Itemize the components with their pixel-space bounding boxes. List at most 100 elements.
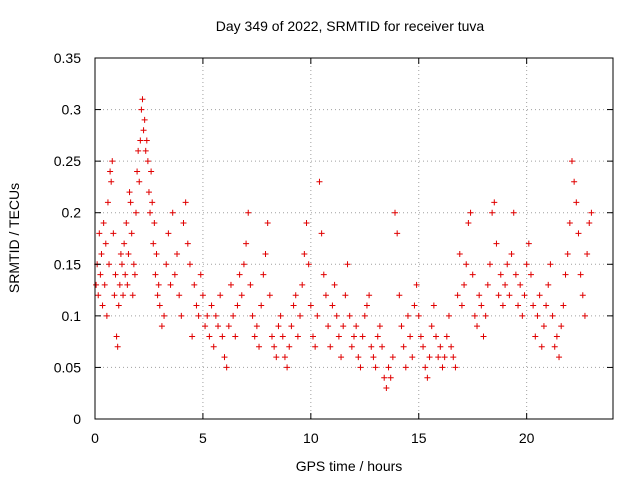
data-point [344,261,351,268]
data-point [445,312,452,319]
data-point [586,220,593,227]
data-point [361,312,368,319]
data-point [532,333,539,340]
plot-frame [94,57,614,420]
data-point [517,281,524,288]
data-point [138,106,145,113]
data-point [145,189,152,196]
data-point [312,343,319,350]
data-point [359,333,366,340]
data-point [342,292,349,299]
data-point [247,281,254,288]
data-point [167,281,174,288]
data-point [370,354,377,361]
data-point [318,230,325,237]
data-point [484,281,491,288]
data-point [153,250,160,257]
data-point [113,333,120,340]
data-point [133,209,140,216]
data-point [95,292,102,299]
data-point [340,323,347,330]
data-point [392,209,399,216]
data-point [161,312,168,319]
data-point [588,209,595,216]
data-point [264,220,271,227]
data-point [499,302,506,309]
data-point [411,302,418,309]
data-point [155,281,162,288]
y-tick-label: 0.15 [54,256,81,272]
data-point [439,364,446,371]
data-point [139,96,146,103]
data-point [135,147,142,154]
data-point [116,281,123,288]
data-point [407,333,414,340]
y-tick-label: 0 [73,411,81,427]
data-point [486,261,493,268]
data-point [151,220,158,227]
data-point [443,333,450,340]
data-point [577,271,584,278]
data-point [309,333,316,340]
data-point [338,354,345,361]
data-point [126,189,133,196]
data-point [150,240,157,247]
data-point [549,312,556,319]
data-point [545,281,552,288]
data-point [357,364,364,371]
chart-title: Day 349 of 2022, SRMTID for receiver tuv… [216,18,485,34]
data-point [469,271,476,278]
data-point [225,323,232,330]
data-point [415,312,422,319]
data-point [413,281,420,288]
data-point [363,302,370,309]
data-point [400,343,407,350]
data-point [134,168,141,175]
data-point [435,354,442,361]
data-point [234,302,241,309]
data-point [346,312,353,319]
data-point [262,250,269,257]
data-point [288,323,295,330]
data-point [108,178,115,185]
data-point [152,271,159,278]
data-point [142,147,149,154]
data-point [148,168,155,175]
data-point [523,261,530,268]
data-point [558,323,565,330]
data-point [110,230,117,237]
data-point [128,230,135,237]
data-point [144,158,151,165]
data-point [331,281,338,288]
data-point [441,354,448,361]
data-point [508,250,515,257]
data-point [402,364,409,371]
data-point [121,240,128,247]
data-point [230,312,237,319]
data-point [197,271,204,278]
data-point [465,220,472,227]
data-point [180,220,187,227]
data-point [478,302,485,309]
data-point [158,323,165,330]
data-point [366,292,373,299]
data-point [174,250,181,257]
data-point [102,240,109,247]
data-point [540,323,547,330]
data-point [305,261,312,268]
data-point [448,343,455,350]
data-point [463,261,470,268]
data-point [456,250,463,257]
data-point [329,302,336,309]
data-point [379,343,386,350]
data-point [178,312,185,319]
data-point [325,323,332,330]
data-point [260,271,267,278]
data-point [232,333,239,340]
data-point [221,354,228,361]
data-point [568,158,575,165]
data-point [506,292,513,299]
data-point [521,292,528,299]
data-point [97,271,104,278]
data-point [489,209,496,216]
